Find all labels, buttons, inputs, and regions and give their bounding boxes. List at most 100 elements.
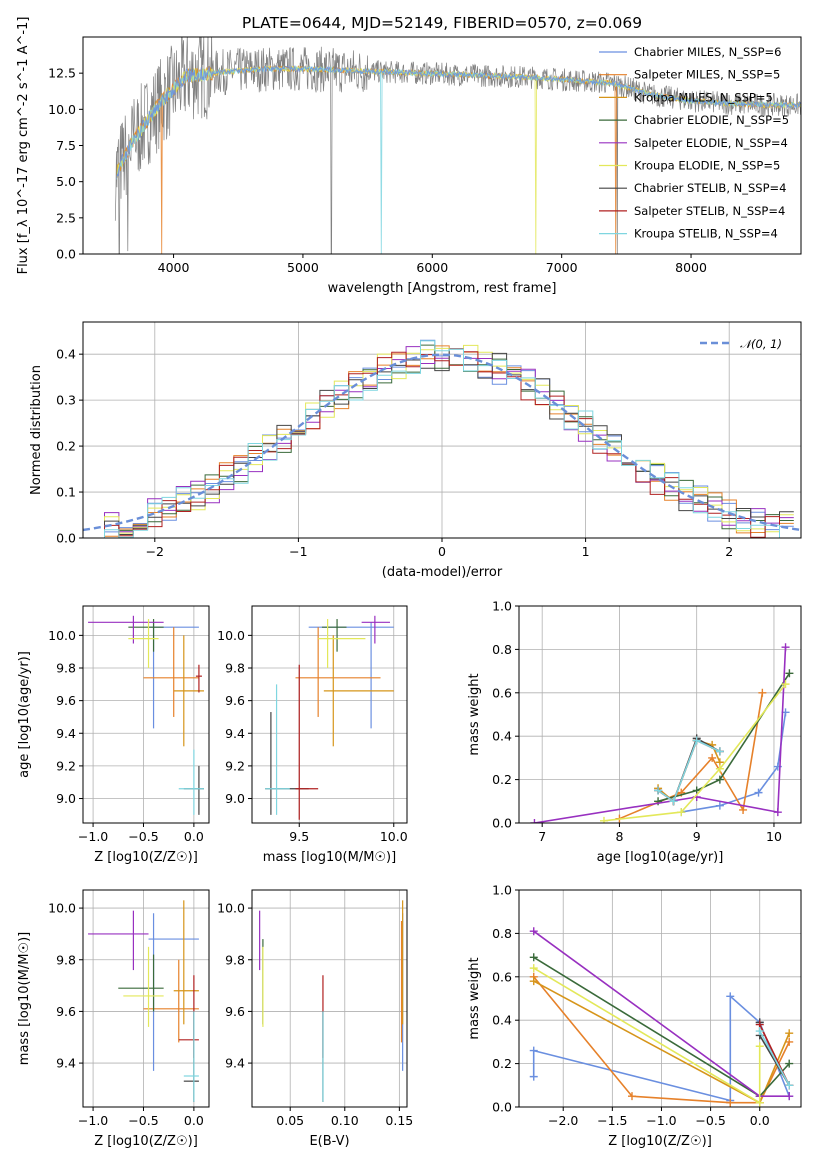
y-tick-label: 10.0: [48, 901, 76, 916]
x-tick-label: 0: [438, 544, 446, 559]
weight-marker: [785, 669, 794, 678]
y-axis-label: mass weight: [467, 673, 482, 755]
y-tick-label: 9.6: [225, 693, 245, 708]
y-tick-label: 5.0: [56, 174, 76, 189]
x-tick-label: −2: [146, 544, 164, 559]
x-tick-label: 0.05: [276, 1113, 304, 1128]
x-tick-label: −1.0: [78, 1113, 108, 1128]
y-tick-label: 0.3: [56, 393, 76, 408]
x-axis-label: (data-model)/error: [382, 565, 503, 580]
legend-entry: Kroupa ELODIE, N_SSP=5: [634, 159, 780, 173]
y-tick-label: 9.0: [56, 791, 76, 806]
x-tick-label: 9: [693, 829, 701, 844]
mass-vs-EBV-frame: [251, 889, 408, 1108]
x-axis-label: Z [log10(Z/Z☉)]: [94, 850, 198, 865]
weight-series: [758, 1030, 790, 1086]
y-tick-label: 0.8: [492, 926, 512, 941]
weight-marker: [781, 680, 790, 689]
x-tick-label: 5000: [287, 260, 319, 275]
weight-marker: [529, 1046, 538, 1055]
y-tick-label: 0.1: [56, 485, 76, 500]
x-tick-label: −2.0: [548, 1113, 578, 1128]
y-tick-label: 10.0: [48, 102, 76, 117]
y-tick-label: 0.0: [56, 531, 76, 546]
y-axis-label: age [log10(age/yr)]: [17, 651, 32, 778]
y-tick-label: 9.6: [56, 1004, 76, 1019]
weight-marker: [529, 953, 538, 962]
x-tick-label: 0.0: [184, 829, 204, 844]
weight-series: [533, 967, 761, 1105]
weight-marker: [677, 808, 686, 817]
residual-plot: [83, 339, 801, 538]
weight-marker: [726, 992, 735, 1001]
legend-entry: Salpeter ELODIE, N_SSP=4: [634, 136, 788, 150]
weight-vs-Z-axes: −2.0 −1.5 −1.0 −0.5 0.0 0.0 0.2 0.4 0.6 0.8 1.0 Z […: [467, 883, 801, 1149]
x-tick-label: 7: [538, 829, 546, 844]
residual-histogram: [90, 351, 794, 538]
mass-vs-EBV-axes: 0.05 0.10 0.15 9.4 9.6 9.8 10.0 E(B-V): [217, 890, 413, 1149]
residual-histogram: [90, 340, 794, 538]
y-tick-label: 0.0: [492, 816, 512, 831]
x-axis-label: Z [log10(Z/Z☉)]: [94, 1134, 198, 1149]
residual-histogram: [90, 339, 794, 538]
weight-marker: [758, 688, 767, 697]
x-tick-label: 0.0: [184, 1113, 204, 1128]
x-axis-label: wavelength [Angstrom, rest frame]: [328, 281, 557, 296]
y-tick-label: 1.0: [492, 599, 512, 614]
weight-marker: [754, 788, 763, 797]
residuals-frame: [82, 321, 802, 539]
weight-marker: [529, 977, 538, 986]
legend-entry: 𝒩(0, 1): [740, 337, 782, 351]
chart-title: PLATE=0644, MJD=52149, FIBERID=0570, z=0…: [242, 14, 642, 32]
weight-marker: [669, 797, 678, 806]
weight-marker: [773, 808, 782, 817]
y-tick-label: 12.5: [48, 66, 76, 81]
x-tick-label: 1: [582, 544, 590, 559]
y-tick-label: 0.0: [56, 247, 76, 262]
weight-marker: [755, 1042, 764, 1051]
weight-marker: [785, 1059, 794, 1068]
legend-entry: Salpeter STELIB, N_SSP=4: [634, 204, 785, 218]
weight-marker: [715, 801, 724, 810]
y-tick-label: 1.0: [492, 883, 512, 898]
weight-series: [534, 647, 787, 823]
x-tick-label: −1.0: [646, 1113, 676, 1128]
x-tick-label: −1.5: [597, 1113, 627, 1128]
age-vs-Z-axes: −1.0 −0.5 0.0 9.0 9.2 9.4 9.6 9.8 10.0 Z [log10(Z…: [17, 606, 209, 865]
weight-vs-Z-frame: [518, 889, 802, 1108]
y-tick-label: 0.4: [56, 347, 76, 362]
y-tick-label: 9.2: [56, 758, 76, 773]
weight-marker: [739, 805, 748, 814]
weight-marker: [726, 1098, 735, 1107]
age-vs-Z-frame: [82, 605, 210, 824]
y-tick-label: 2.5: [56, 210, 76, 225]
y-tick-label: 9.4: [56, 726, 76, 741]
mass-vs-Z-axes: −1.0 −0.5 0.0 9.4 9.6 9.8 10.0 Z [log10(Z/Z☉)] m…: [17, 890, 209, 1149]
weight-marker: [529, 964, 538, 973]
weight-marker: [781, 643, 790, 652]
legend-entry: Chabrier STELIB, N_SSP=4: [634, 181, 786, 195]
weight-marker: [692, 736, 701, 745]
x-tick-label: 10: [766, 829, 782, 844]
x-tick-label: 7000: [546, 260, 578, 275]
x-tick-label: −1: [289, 544, 307, 559]
y-tick-label: 10.0: [48, 628, 76, 643]
y-tick-label: 9.4: [56, 1056, 76, 1071]
residual-histogram: [90, 348, 794, 538]
weight-vs-age-frame: [518, 605, 802, 824]
weight-marker: [627, 1092, 636, 1101]
age-vs-mass-axes: 9.5 10.0 9.0 9.2 9.4 9.6 9.8 10.0 mass [log10(M/…: [217, 606, 408, 865]
x-axis-label: Z [log10(Z/Z☉)]: [608, 1134, 712, 1149]
x-tick-label: 2: [725, 544, 733, 559]
y-tick-label: 0.6: [492, 969, 512, 984]
weight-marker: [654, 786, 663, 795]
legend-entry: Chabrier MILES, N_SSP=6: [634, 45, 781, 59]
y-tick-label: 7.5: [56, 138, 76, 153]
x-tick-label: 0.15: [385, 1113, 413, 1128]
y-tick-label: 10.0: [217, 628, 245, 643]
weight-marker: [529, 1072, 538, 1081]
residual-histogram: [90, 345, 794, 538]
y-tick-label: 9.6: [225, 1004, 245, 1019]
x-tick-label: 4000: [158, 260, 190, 275]
y-axis-label: Flux [f_λ 10^-17 erg cm^-2 s^-1 A^-1]: [16, 17, 31, 275]
